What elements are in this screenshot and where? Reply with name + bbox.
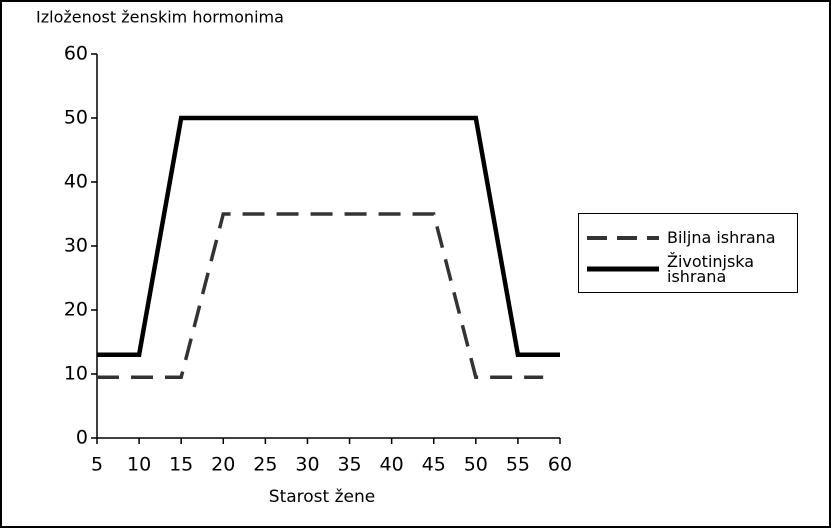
y-tick-label: 20 (64, 299, 88, 321)
legend-item: Biljna ishrana (587, 228, 787, 247)
legend-swatch (587, 266, 659, 272)
x-tick-label: 10 (127, 454, 151, 476)
x-tick-label: 60 (548, 454, 572, 476)
x-tick-label: 30 (295, 454, 319, 476)
y-tick-label: 30 (64, 235, 88, 257)
x-tick-label: 55 (506, 454, 530, 476)
legend: Biljna ishrana Životinjska ishrana (578, 213, 798, 293)
x-axis-label: Starost žene (269, 487, 375, 507)
x-tick-label: 15 (169, 454, 193, 476)
x-tick-label: 40 (380, 454, 404, 476)
series-line (97, 212, 544, 379)
x-tick-label: 25 (253, 454, 277, 476)
series-line (97, 115, 560, 358)
legend-label: Životinjska ishrana (667, 252, 755, 286)
x-tick-label: 45 (422, 454, 446, 476)
legend-item: Životinjska ishrana (587, 252, 787, 286)
y-tick-label: 60 (64, 43, 88, 65)
x-tick-label: 20 (211, 454, 235, 476)
x-tick-label: 35 (337, 454, 361, 476)
y-tick-label: 40 (64, 171, 88, 193)
x-tick-label: 5 (91, 454, 103, 476)
chart-title: Izloženost ženskim hormonima (36, 8, 284, 27)
x-tick-label: 50 (464, 454, 488, 476)
y-tick-label: 50 (64, 107, 88, 129)
legend-label: Biljna ishrana (667, 228, 776, 247)
legend-swatch (587, 235, 659, 240)
y-tick-label: 10 (64, 363, 88, 385)
y-tick-label: 0 (76, 427, 88, 449)
